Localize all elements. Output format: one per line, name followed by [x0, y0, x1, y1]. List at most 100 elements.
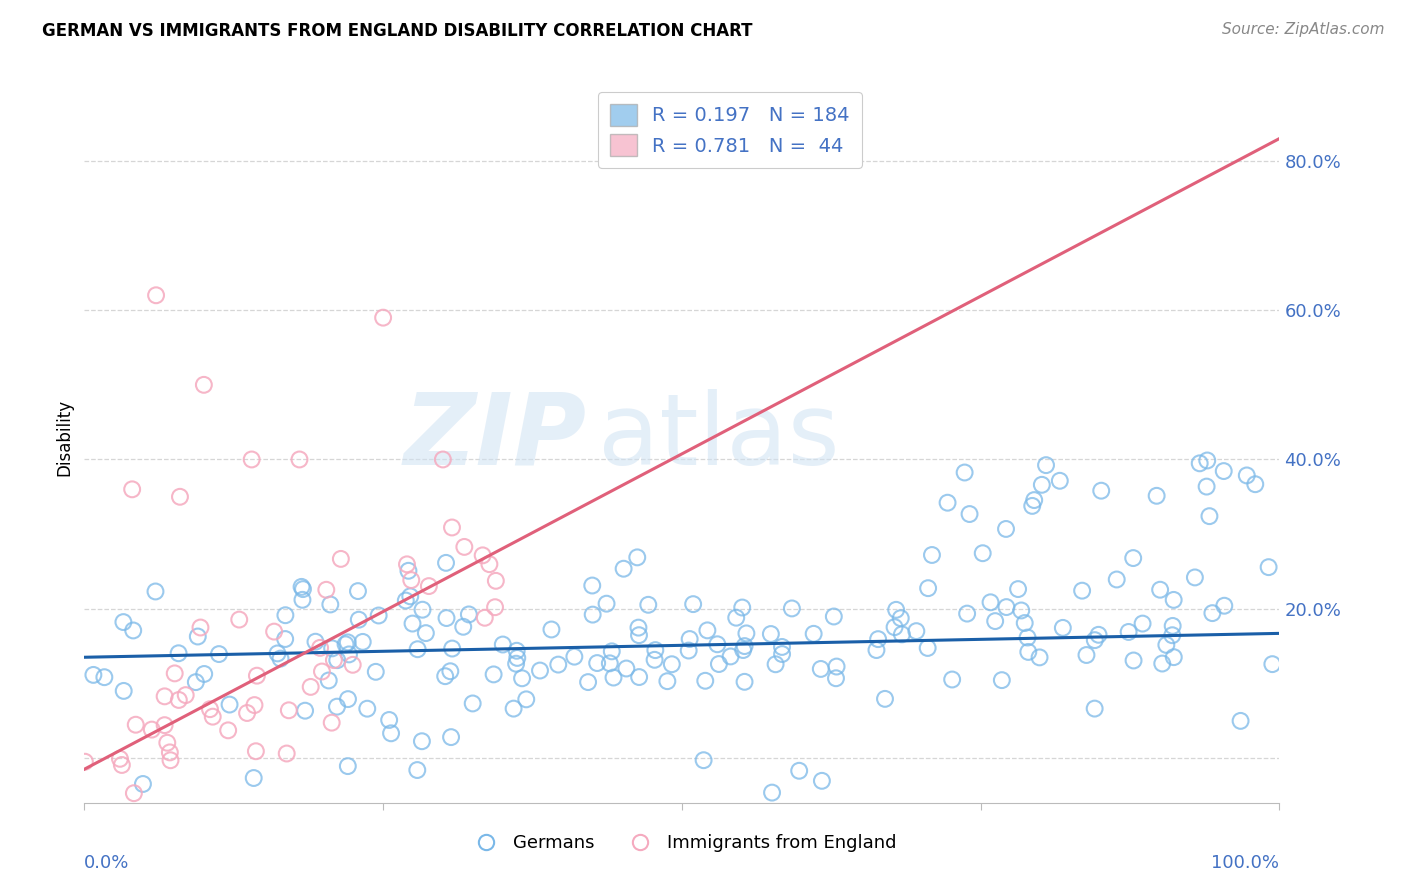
- Point: [628, 670, 651, 684]
- Text: 0.0%: 0.0%: [84, 854, 129, 872]
- Point: [599, 657, 621, 671]
- Point: [1090, 483, 1112, 498]
- Point: [637, 598, 659, 612]
- Point: [322, 653, 344, 667]
- Point: [112, 615, 135, 629]
- Point: [626, 550, 648, 565]
- Point: [415, 626, 437, 640]
- Point: [291, 592, 314, 607]
- Point: [725, 610, 748, 624]
- Point: [457, 607, 479, 622]
- Point: [586, 656, 609, 670]
- Point: [453, 540, 475, 554]
- Point: [436, 611, 458, 625]
- Point: [329, 552, 352, 566]
- Point: [337, 692, 360, 706]
- Point: [921, 548, 943, 562]
- Point: [695, 673, 717, 688]
- Point: [936, 496, 959, 510]
- Point: [461, 697, 484, 711]
- Point: [547, 657, 569, 672]
- Point: [770, 647, 793, 661]
- Point: [326, 653, 349, 667]
- Point: [395, 593, 418, 607]
- Point: [1017, 645, 1039, 659]
- Point: [441, 641, 464, 656]
- Point: [121, 483, 143, 497]
- Point: [825, 659, 848, 673]
- Point: [167, 646, 190, 660]
- Point: [347, 584, 370, 599]
- Point: [529, 664, 551, 678]
- Point: [953, 466, 976, 480]
- Point: [1021, 499, 1043, 513]
- Point: [478, 557, 501, 571]
- Point: [163, 666, 186, 681]
- Point: [1195, 480, 1218, 494]
- Point: [412, 603, 434, 617]
- Point: [228, 613, 250, 627]
- Point: [679, 632, 702, 646]
- Point: [502, 701, 524, 715]
- Point: [309, 640, 332, 655]
- Point: [184, 675, 207, 690]
- Point: [803, 627, 825, 641]
- Point: [125, 717, 148, 731]
- Point: [217, 723, 239, 738]
- Point: [1146, 489, 1168, 503]
- Point: [364, 665, 387, 679]
- Point: [1261, 657, 1284, 672]
- Point: [682, 597, 704, 611]
- Point: [1024, 493, 1046, 508]
- Point: [141, 723, 163, 737]
- Point: [1076, 648, 1098, 662]
- Point: [276, 747, 298, 761]
- Point: [602, 671, 624, 685]
- Point: [440, 520, 463, 534]
- Point: [347, 613, 370, 627]
- Point: [644, 643, 666, 657]
- Point: [398, 564, 420, 578]
- Point: [1244, 477, 1267, 491]
- Point: [201, 709, 224, 723]
- Point: [1052, 621, 1074, 635]
- Point: [733, 643, 755, 657]
- Point: [941, 673, 963, 687]
- Point: [1163, 593, 1185, 607]
- Point: [243, 698, 266, 712]
- Point: [167, 693, 190, 707]
- Point: [995, 522, 1018, 536]
- Point: [1198, 509, 1220, 524]
- Point: [311, 665, 333, 679]
- Point: [780, 601, 803, 615]
- Point: [1188, 456, 1211, 470]
- Point: [735, 626, 758, 640]
- Point: [865, 643, 887, 657]
- Point: [883, 620, 905, 634]
- Point: [304, 634, 326, 648]
- Point: [984, 614, 1007, 628]
- Point: [274, 632, 297, 646]
- Point: [434, 556, 457, 570]
- Point: [336, 759, 359, 773]
- Point: [1010, 603, 1032, 617]
- Point: [159, 745, 181, 759]
- Point: [395, 558, 418, 572]
- Point: [367, 608, 389, 623]
- Point: [1149, 582, 1171, 597]
- Point: [418, 579, 440, 593]
- Point: [290, 580, 312, 594]
- Point: [439, 665, 461, 679]
- Point: [1087, 628, 1109, 642]
- Point: [337, 648, 360, 662]
- Point: [82, 668, 104, 682]
- Point: [274, 608, 297, 623]
- Point: [1197, 453, 1219, 467]
- Point: [112, 684, 135, 698]
- Point: [411, 734, 433, 748]
- Point: [956, 607, 979, 621]
- Point: [995, 600, 1018, 615]
- Point: [156, 736, 179, 750]
- Point: [1213, 599, 1236, 613]
- Point: [1049, 474, 1071, 488]
